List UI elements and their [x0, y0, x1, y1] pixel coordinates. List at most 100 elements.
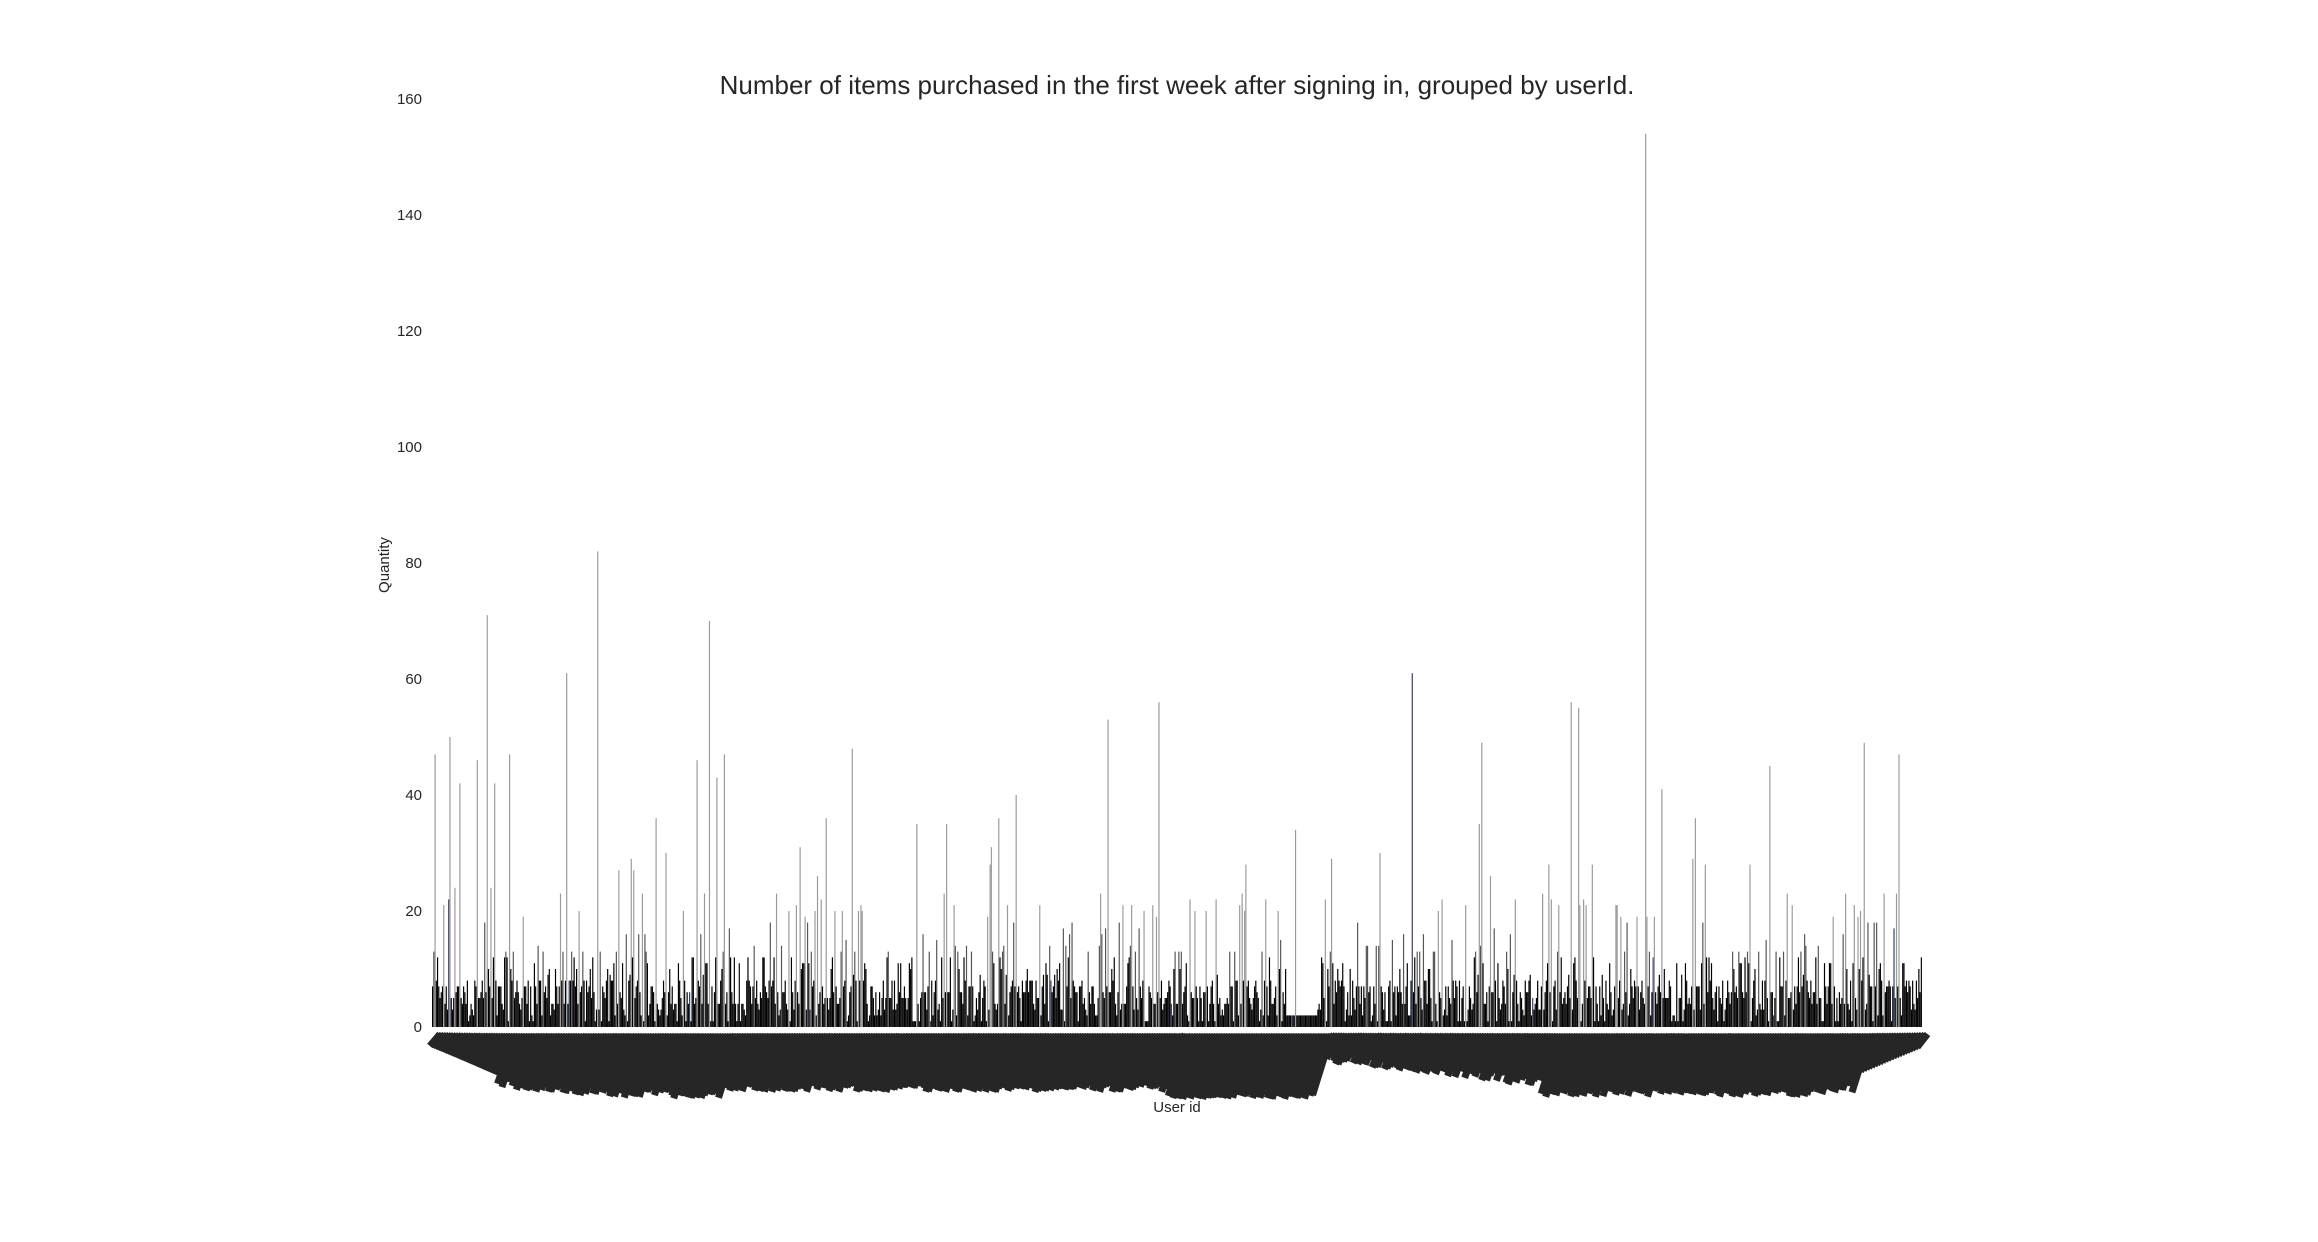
bar-924 — [1579, 905, 1581, 1027]
bar-840 — [1475, 951, 1477, 1027]
bar-772 — [1390, 1021, 1392, 1027]
bar-605 — [1183, 992, 1185, 1027]
bar-146 — [613, 963, 615, 1027]
bar-7 — [440, 992, 442, 1027]
bar-142 — [608, 1021, 610, 1027]
bar-900 — [1549, 992, 1551, 1027]
bar-494 — [1045, 963, 1047, 1027]
bar-674 — [1268, 957, 1271, 1027]
bar-759 — [1374, 1003, 1376, 1027]
bar-325 — [835, 986, 837, 1027]
bar-828 — [1460, 1021, 1462, 1027]
bar-553 — [1118, 922, 1120, 1027]
bar-450 — [990, 847, 992, 1027]
bar-436 — [973, 1021, 975, 1027]
bar-168 — [640, 1015, 642, 1027]
bar-1134 — [1840, 1003, 1842, 1027]
bar-839 — [1473, 957, 1475, 1027]
bar-926 — [1581, 1003, 1583, 1027]
bar-70 — [518, 1003, 521, 1027]
bar-1158 — [1869, 986, 1872, 1027]
bar-288 — [789, 1021, 791, 1027]
bar-1107 — [1806, 980, 1808, 1027]
bar-1088 — [1782, 951, 1785, 1027]
bar-805 — [1431, 1021, 1433, 1027]
bar-502 — [1055, 998, 1057, 1027]
bar-823 — [1453, 998, 1456, 1027]
bar-531 — [1091, 986, 1093, 1027]
bar-447 — [987, 916, 989, 1027]
bar-775 — [1394, 986, 1396, 1027]
bar-692 — [1291, 1015, 1293, 1027]
bar-1175 — [1890, 1021, 1893, 1027]
bar-614 — [1194, 911, 1196, 1027]
bar-933 — [1590, 998, 1592, 1027]
bar-446 — [985, 1021, 987, 1027]
bar-798 — [1422, 934, 1425, 1027]
bar-767 — [1384, 992, 1386, 1027]
bar-1147 — [1856, 1009, 1858, 1027]
bar-167 — [639, 992, 641, 1027]
bar-76 — [526, 1003, 528, 1027]
bar-398 — [926, 1009, 928, 1027]
bar-791 — [1414, 957, 1416, 1027]
bar-134 — [598, 1009, 600, 1027]
bar-55 — [500, 986, 502, 1027]
bar-408 — [938, 1003, 940, 1027]
bar-787 — [1409, 1015, 1411, 1027]
bar-866 — [1507, 969, 1509, 1027]
bar-1002 — [1676, 963, 1678, 1027]
bar-182 — [657, 1009, 660, 1027]
bar-949 — [1610, 992, 1612, 1027]
bar-680 — [1276, 1015, 1278, 1027]
bar-1114 — [1815, 957, 1817, 1027]
bar-649 — [1237, 1015, 1240, 1027]
bar-352 — [869, 1015, 871, 1027]
bar-721 — [1327, 969, 1329, 1027]
bar-636 — [1221, 1009, 1223, 1027]
bar-744 — [1355, 986, 1357, 1027]
bar-82 — [533, 963, 535, 1027]
bar-916 — [1569, 998, 1571, 1027]
bar-582 — [1154, 1003, 1156, 1027]
bar-46 — [489, 986, 491, 1027]
bar-219 — [703, 893, 706, 1027]
bar-1087 — [1781, 986, 1783, 1027]
bar-786 — [1407, 1015, 1410, 1027]
bar-191 — [669, 969, 671, 1027]
bar-1150 — [1859, 911, 1862, 1027]
bar-796 — [1420, 998, 1422, 1027]
bar-931 — [1587, 986, 1590, 1027]
bar-93 — [547, 974, 549, 1027]
bar-585 — [1158, 702, 1160, 1027]
bar-264 — [759, 992, 761, 1027]
bar-131 — [594, 1021, 596, 1027]
bar-51 — [495, 980, 497, 1027]
bar-172 — [645, 951, 647, 1027]
bar-213 — [696, 760, 698, 1027]
bar-235 — [723, 754, 725, 1027]
bar-1029 — [1709, 980, 1711, 1027]
bar-459 — [1001, 951, 1004, 1027]
bar-62 — [508, 754, 511, 1027]
y-tick-label-0: 0 — [414, 1019, 422, 1036]
bar-870 — [1512, 992, 1514, 1027]
bar-762 — [1378, 945, 1380, 1027]
bar-942 — [1601, 974, 1603, 1027]
bar-523 — [1081, 980, 1083, 1027]
bar-298 — [802, 963, 804, 1027]
bar-524 — [1082, 1003, 1084, 1027]
bar-242 — [732, 1003, 734, 1027]
bar-169 — [641, 893, 644, 1027]
bar-961 — [1625, 992, 1627, 1027]
bar-208 — [690, 1021, 692, 1027]
bar-955 — [1617, 998, 1619, 1027]
bar-613 — [1193, 998, 1195, 1027]
bar-720 — [1326, 1021, 1328, 1027]
bar-212 — [695, 998, 697, 1027]
bar-784 — [1405, 986, 1407, 1027]
bar-226 — [712, 1021, 714, 1027]
bar-307 — [813, 980, 815, 1027]
bar-587 — [1160, 980, 1163, 1027]
bar-422 — [955, 1015, 958, 1027]
